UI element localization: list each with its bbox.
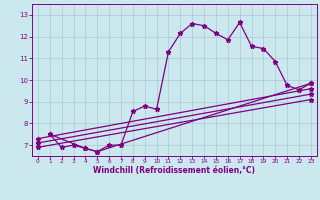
X-axis label: Windchill (Refroidissement éolien,°C): Windchill (Refroidissement éolien,°C) — [93, 166, 255, 175]
